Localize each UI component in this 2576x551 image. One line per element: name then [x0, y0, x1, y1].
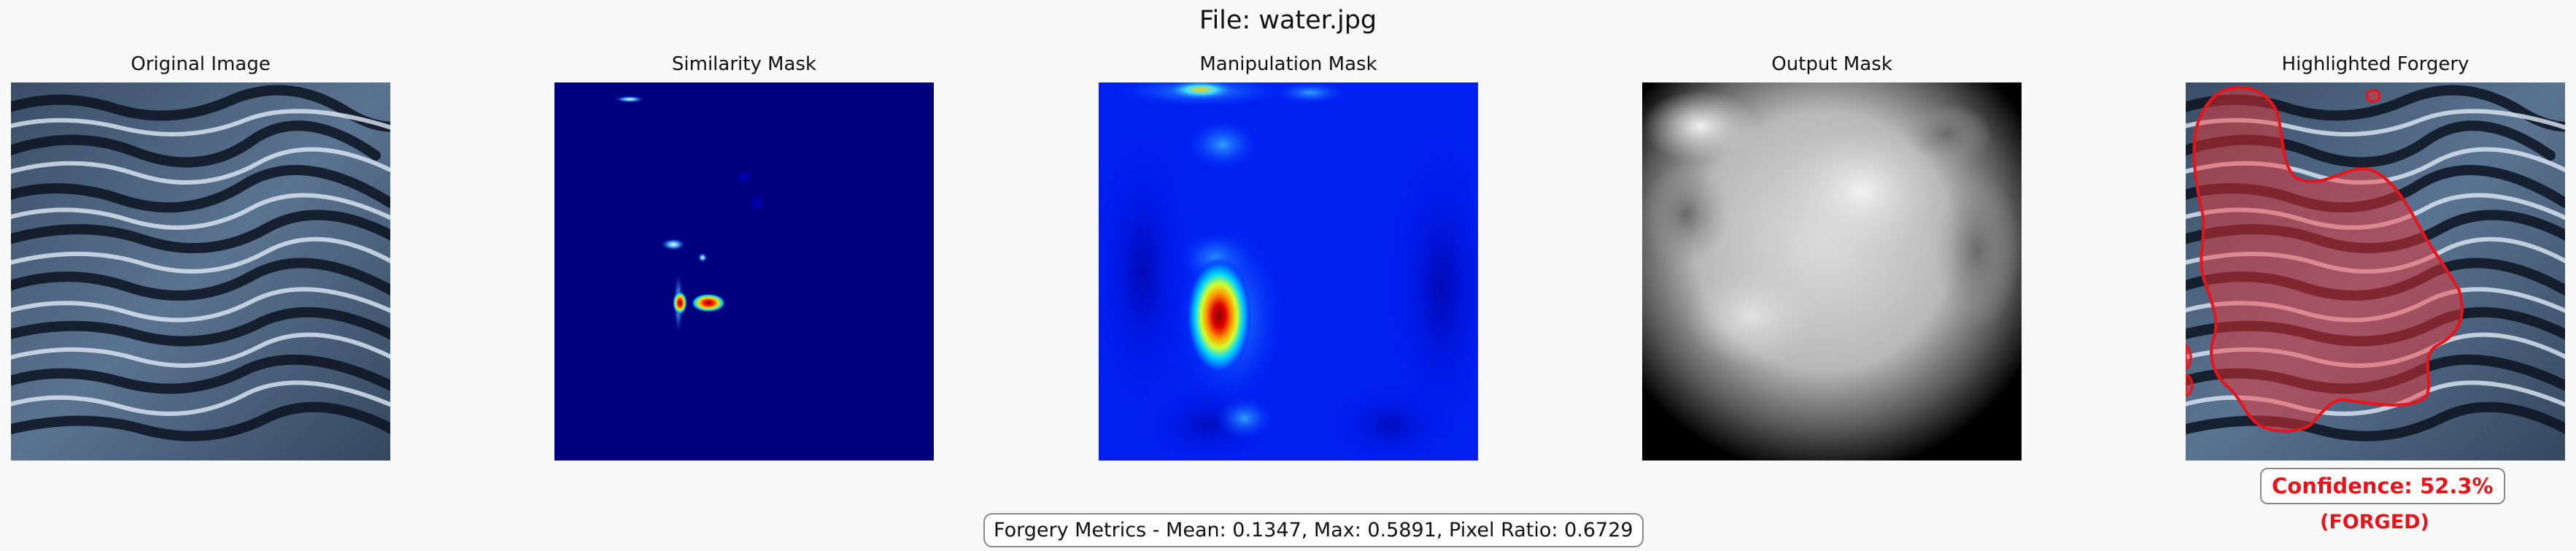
manipulation-mask: [1099, 82, 1478, 461]
similarity-mask-title: Similarity Mask: [671, 53, 817, 75]
highlighted-forgery-title: Highlighted Forgery: [2281, 53, 2469, 75]
confidence-badge: Confidence: 52.3%: [2260, 468, 2505, 504]
forged-verdict: (FORGED): [2320, 511, 2429, 533]
output-mask-title: Output Mask: [1771, 53, 1892, 75]
original-image: [11, 82, 390, 461]
figure-title: File: water.jpg: [1199, 6, 1377, 35]
similarity-mask: [554, 82, 934, 461]
original-image-title: Original Image: [131, 53, 271, 75]
manipulation-mask-title: Manipulation Mask: [1199, 53, 1377, 75]
highlighted-forgery: [2186, 82, 2565, 461]
forgery-metrics: Forgery Metrics - Mean: 0.1347, Max: 0.5…: [983, 513, 1644, 547]
output-mask: [1642, 82, 2022, 461]
